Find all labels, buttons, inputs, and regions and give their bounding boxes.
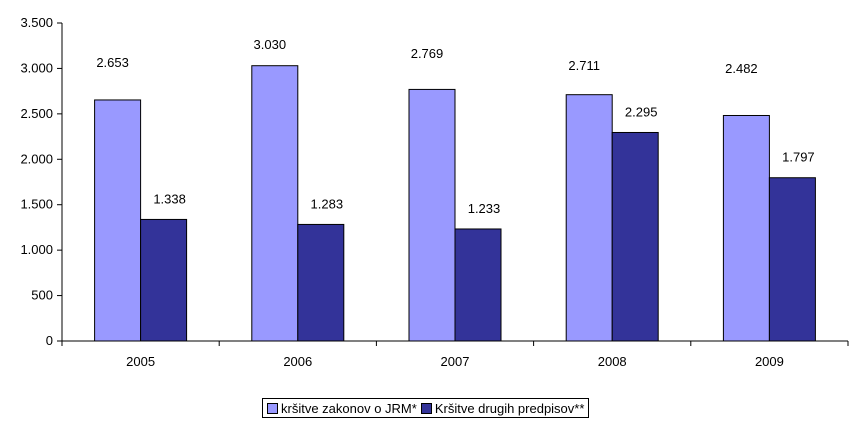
bar-series-1 xyxy=(565,94,613,342)
bar-series-1 xyxy=(251,65,299,342)
legend-item-series-1: kršitve zakonov o JRM* xyxy=(267,401,417,416)
y-tick-label: 1.500 xyxy=(20,197,53,212)
data-label-series-1: 3.030 xyxy=(254,37,287,52)
y-tick-label: 0 xyxy=(46,333,53,348)
bar-series-2 xyxy=(454,228,502,342)
data-labels: 2.653 1.338 3.030 1.283 2.769 1.233 2.711 2.295… xyxy=(96,37,814,216)
data-label-series-2: 1.283 xyxy=(311,196,344,211)
legend-swatch-series-2 xyxy=(420,402,432,414)
legend: kršitve zakonov o JRM* Kršitve drugih pr… xyxy=(262,398,590,418)
legend-swatch-series-1 xyxy=(267,402,278,414)
x-tick-label: 2005 xyxy=(126,354,155,369)
bar-series-2 xyxy=(611,131,659,342)
bar-series-2 xyxy=(297,223,345,342)
data-label-series-1: 2.653 xyxy=(96,55,129,70)
y-tick-label: 3.000 xyxy=(20,60,53,75)
data-label-series-1: 2.711 xyxy=(568,58,600,73)
bar-series-2 xyxy=(768,177,816,342)
bar-series-1 xyxy=(94,99,142,342)
bar-series-1 xyxy=(722,114,770,342)
x-tick-label: 2007 xyxy=(441,354,470,369)
x-tick-label: 2008 xyxy=(598,354,627,369)
data-label-series-1: 2.769 xyxy=(411,46,444,61)
bars xyxy=(94,65,816,342)
data-label-series-2: 1.338 xyxy=(153,191,186,206)
legend-item-series-2: Kršitve drugih predpisov** xyxy=(420,400,585,416)
x-tick-label: 2006 xyxy=(283,354,312,369)
y-axis: 0 500 1.000 1.500 2.000 2.500 3.000 3.500 xyxy=(20,15,63,348)
data-label-series-2: 2.295 xyxy=(625,104,658,119)
legend-label-series-1: kršitve zakonov o JRM* xyxy=(281,400,417,416)
bar-series-1 xyxy=(408,88,456,342)
y-tick-label: 3.500 xyxy=(20,15,53,30)
y-tick-label: 2.500 xyxy=(20,106,53,121)
x-axis: 2005 2006 2007 2008 2009 xyxy=(61,340,849,369)
y-tick-label: 1.000 xyxy=(20,242,53,257)
legend-label-series-2: Kršitve drugih predpisov** xyxy=(434,400,585,416)
x-tick-label: 2009 xyxy=(755,354,784,369)
bar-series-2 xyxy=(140,218,188,342)
data-label-series-1: 2.482 xyxy=(725,61,758,76)
data-label-series-2: 1.233 xyxy=(468,201,501,216)
y-tick-label: 2.000 xyxy=(20,151,53,166)
data-label-series-2: 1.797 xyxy=(782,150,815,165)
y-tick-label: 500 xyxy=(31,288,53,303)
